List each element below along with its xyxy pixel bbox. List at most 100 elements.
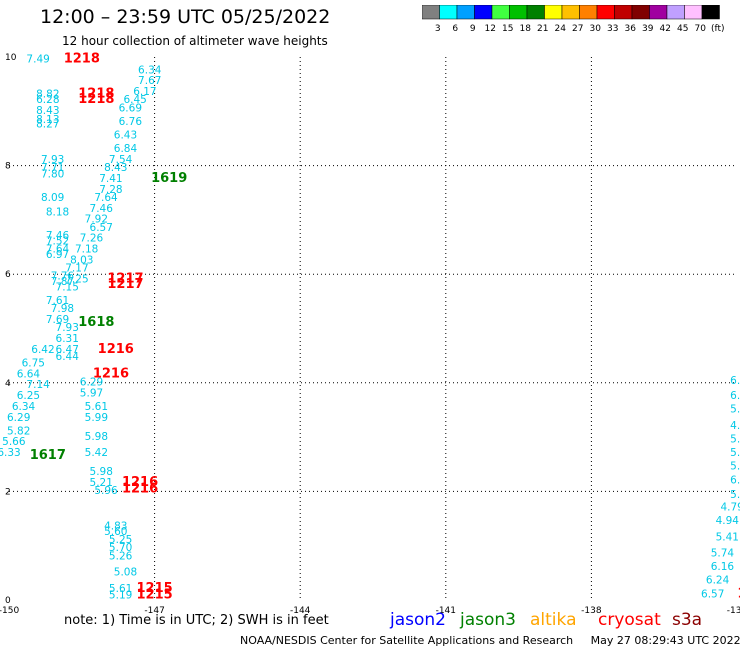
- data-point-s3a: 7.76: [51, 271, 75, 283]
- data-point-s3a: 7.15: [56, 281, 79, 293]
- data-point-s3a: 6.16: [711, 561, 735, 573]
- chart-title: 12:00 – 23:59 UTC 05/25/2022: [40, 6, 331, 28]
- data-point-s3a: 7.64: [94, 192, 118, 204]
- data-point-s3a: 7.67: [138, 75, 161, 87]
- data-point-s3a: 8.13: [36, 114, 59, 126]
- data-point-s3a: 5.74: [711, 548, 735, 560]
- data-point-s3a: 4.92: [730, 420, 740, 432]
- colorbar-label: 6: [452, 24, 458, 34]
- data-point-s3a: 7.14: [26, 379, 50, 391]
- y-tick-label: 0: [5, 596, 11, 606]
- x-tick-label: -141: [436, 606, 456, 616]
- data-point-s3a: 7.69: [46, 314, 69, 326]
- chart-subtitle: 12 hour collection of altimeter wave hei…: [62, 34, 328, 48]
- data-point-s3a: 7.25: [65, 273, 88, 285]
- data-point-cryosat: 1216: [122, 481, 158, 496]
- data-point-s3a: 5.98: [85, 431, 108, 443]
- data-point-s3a: 6.42: [31, 344, 54, 356]
- data-point-s3a: 5.52: [730, 461, 740, 473]
- data-point-s3a: 5.96: [94, 485, 118, 497]
- data-point-s3a: 6.34: [12, 401, 36, 413]
- data-point-cryosat: 1215: [137, 587, 173, 602]
- data-point-cryosat: 1218: [78, 92, 114, 107]
- data-point-s3a: 7.64: [46, 243, 70, 255]
- x-tick-label: -135: [727, 606, 740, 616]
- data-point-s3a: 6.33: [0, 447, 21, 459]
- data-point-cryosat: 1217: [107, 271, 143, 286]
- data-point-s3a: 6.43: [114, 129, 137, 141]
- data-point-s3a: 5.99: [85, 412, 108, 424]
- data-point-s3a: 6.84: [114, 143, 138, 155]
- x-tick-label: -144: [290, 606, 311, 616]
- footer: NOAA/NESDIS Center for Satellite Applica…: [240, 634, 740, 647]
- y-tick-label: 6: [5, 270, 11, 280]
- colorbar-label: 33: [607, 24, 618, 34]
- data-point-s3a: 7.93: [56, 322, 79, 334]
- data-point-s3a: 7.41: [99, 173, 122, 185]
- data-point-s3a: 6.34: [138, 64, 162, 76]
- data-point-s3a: 5.90: [730, 434, 740, 446]
- data-point-s3a: 7.54: [109, 154, 133, 166]
- data-point-s3a: 6.44: [56, 351, 80, 363]
- data-point-s3a: 6.64: [17, 368, 41, 380]
- legend-cryosat: cryosat: [598, 610, 661, 630]
- data-point-s3a: 6.08: [730, 474, 740, 486]
- data-point-s3a: 8.43: [36, 105, 59, 117]
- data-point-s3a: 7.61: [46, 295, 69, 307]
- note-text: note: 1) Time is in UTC; 2) SWH is in fe…: [64, 613, 329, 628]
- data-point-s3a: 4.83: [104, 520, 127, 532]
- y-tick-label: 2: [5, 487, 11, 497]
- data-point-cryosat: 1216: [98, 342, 134, 357]
- colorbar-label: 9: [470, 24, 476, 34]
- data-point-s3a: 5.70: [109, 542, 132, 554]
- y-tick-label: 10: [5, 53, 17, 63]
- colorbar-label: 18: [520, 24, 532, 34]
- data-point-s3a: 8.09: [41, 192, 64, 204]
- data-point-s3a: 6.28: [36, 94, 59, 106]
- data-point-s3a: 6.29: [7, 412, 30, 424]
- data-point-s3a: 5.82: [7, 425, 30, 437]
- data-point-s3a: 7.49: [26, 53, 49, 65]
- data-point-s3a: 6.29: [80, 377, 103, 389]
- data-point-s3a: 6.75: [22, 358, 45, 370]
- data-point-s3a: 6.57: [90, 222, 113, 234]
- data-point-s3a: 5.52: [730, 447, 740, 459]
- data-point-s3a: 8.27: [36, 119, 59, 131]
- colorbar-label: 30: [590, 24, 602, 34]
- data-point-s3a: 6.57: [701, 588, 724, 600]
- x-tick-label: -138: [581, 606, 602, 616]
- colorbar-label: 3: [435, 24, 441, 34]
- data-point-s3a: 5.41: [716, 531, 739, 543]
- data-point-s3a: 7.92: [85, 214, 108, 226]
- legend-s3a: s3a: [672, 610, 703, 630]
- colorbar-label: 45: [677, 24, 688, 34]
- data-point-s3a: 6.24: [706, 575, 730, 587]
- data-point-s3a: 7.93: [41, 154, 64, 166]
- colorbar-label: 36: [625, 24, 637, 34]
- data-point-s3a: 7.26: [80, 233, 104, 245]
- data-point-cryosat: 1216: [93, 366, 129, 381]
- data-point-s3a: 6.17: [133, 86, 156, 98]
- data-point-s3a: 5.61: [109, 583, 132, 595]
- data-point-s3a: 6.76: [119, 116, 143, 128]
- data-point-cryosat: 1218: [78, 87, 114, 102]
- footer-timestamp: May 27 08:29:43 UTC 2022: [590, 634, 740, 647]
- data-point-jason3: 1619: [151, 171, 187, 186]
- data-point-jason3: 1618: [78, 315, 114, 330]
- data-point-s3a: 8.82: [36, 89, 59, 101]
- data-point-cryosat: 1: [737, 586, 740, 601]
- colorbar-label: (ft): [711, 24, 725, 34]
- data-point-cryosat: 1217: [107, 277, 143, 292]
- data-point-s3a: 8.03: [70, 254, 93, 266]
- y-tick-label: 8: [5, 162, 11, 172]
- data-point-cryosat: 1218: [64, 51, 100, 66]
- data-point-s3a: 6.47: [56, 344, 79, 356]
- data-point-s3a: 7.98: [51, 303, 74, 315]
- data-point-s3a: 7.28: [99, 184, 122, 196]
- data-point-s3a: 7.46: [46, 230, 70, 242]
- colorbar-label: 39: [642, 24, 654, 34]
- data-point-s3a: 5.21: [90, 477, 113, 489]
- colorbar-label: 24: [555, 24, 567, 34]
- colorbar-label: 70: [695, 24, 707, 34]
